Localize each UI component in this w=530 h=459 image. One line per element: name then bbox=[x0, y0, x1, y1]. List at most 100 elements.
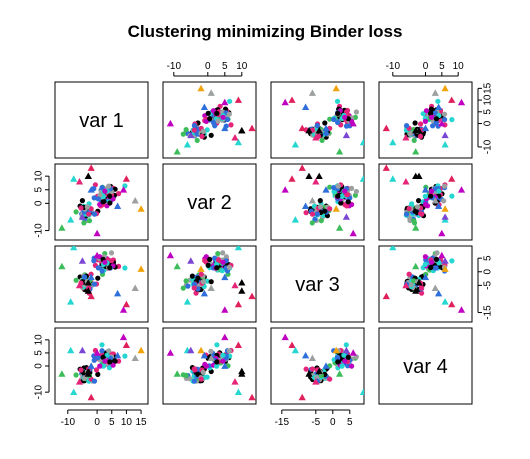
outlier-point bbox=[119, 186, 128, 193]
outlier-point bbox=[238, 279, 246, 286]
data-point bbox=[220, 114, 226, 120]
data-point bbox=[91, 378, 98, 384]
outlier-point bbox=[207, 89, 215, 96]
outlier-point bbox=[173, 148, 181, 155]
data-point bbox=[220, 259, 226, 265]
tick-label: 0 bbox=[34, 363, 45, 369]
outlier-point bbox=[402, 178, 410, 185]
data-point bbox=[226, 111, 232, 117]
data-point bbox=[81, 220, 87, 226]
outlier-point bbox=[231, 378, 239, 385]
outlier-point bbox=[84, 287, 92, 294]
outlier-point bbox=[75, 178, 84, 185]
data-point bbox=[312, 216, 318, 222]
tick-label: -10 bbox=[34, 384, 45, 399]
data-point bbox=[432, 110, 438, 116]
data-point bbox=[430, 123, 436, 129]
data-point bbox=[102, 259, 108, 265]
data-point bbox=[91, 357, 97, 363]
outlier-point bbox=[183, 141, 191, 148]
outlier-point bbox=[84, 172, 92, 179]
outlier-point bbox=[93, 251, 101, 259]
tick-label: 5 bbox=[347, 417, 353, 428]
data-point bbox=[112, 358, 118, 364]
outlier-point bbox=[70, 388, 78, 395]
outlier-point bbox=[322, 186, 330, 193]
data-point bbox=[349, 185, 355, 191]
data-point bbox=[335, 193, 341, 199]
outlier-point bbox=[137, 265, 145, 272]
outlier-point bbox=[435, 202, 443, 209]
outlier-point bbox=[234, 138, 242, 146]
panel-points-r4-c2 bbox=[166, 333, 256, 401]
data-point bbox=[345, 192, 351, 198]
outlier-point bbox=[435, 289, 443, 297]
data-point bbox=[339, 193, 345, 199]
outlier-point bbox=[197, 265, 205, 272]
outlier-point bbox=[441, 257, 449, 264]
data-point bbox=[335, 110, 341, 116]
outlier-point bbox=[291, 141, 299, 148]
panel-frame-r2-c4 bbox=[378, 163, 473, 241]
data-point bbox=[224, 116, 231, 123]
panel-frame-r1-c4 bbox=[378, 81, 473, 159]
data-point bbox=[309, 211, 316, 217]
outlier-point bbox=[87, 186, 95, 193]
data-point bbox=[200, 369, 206, 375]
data-point bbox=[423, 108, 430, 114]
outlier-point bbox=[70, 246, 78, 251]
outlier-point bbox=[221, 306, 229, 313]
outlier-point bbox=[131, 197, 139, 204]
data-point bbox=[95, 196, 101, 202]
data-point bbox=[408, 281, 414, 288]
data-point bbox=[433, 116, 439, 122]
data-point bbox=[180, 285, 186, 291]
data-point bbox=[220, 250, 226, 256]
tick-label: 0 bbox=[483, 269, 494, 275]
outlier-point bbox=[315, 172, 323, 179]
outlier-point bbox=[305, 370, 313, 377]
data-point bbox=[317, 204, 324, 210]
outlier-point bbox=[448, 96, 456, 103]
data-point bbox=[99, 185, 105, 191]
panel-points-r3-c4 bbox=[382, 246, 466, 313]
tick-label: 5 bbox=[34, 187, 45, 193]
panel-frame-r3-c3 bbox=[270, 245, 365, 323]
data-point bbox=[436, 188, 442, 194]
outlier-point bbox=[187, 131, 195, 139]
panel-frame-r4-c4 bbox=[378, 327, 473, 405]
outlier-point bbox=[288, 96, 296, 103]
data-point bbox=[107, 193, 113, 199]
panel-frame-r2-c2 bbox=[162, 163, 257, 241]
outlier-point bbox=[248, 292, 256, 300]
data-point bbox=[204, 127, 210, 133]
outlier-point bbox=[298, 393, 306, 401]
data-point bbox=[95, 265, 101, 271]
outlier-point bbox=[359, 388, 364, 395]
outlier-point bbox=[221, 362, 229, 369]
outlier-point bbox=[87, 292, 95, 300]
tick-label: 5 bbox=[439, 61, 445, 72]
data-point bbox=[84, 204, 90, 210]
tick-label: 0 bbox=[94, 417, 100, 428]
data-point bbox=[95, 275, 101, 281]
data-point bbox=[327, 206, 333, 212]
data-point bbox=[208, 279, 214, 285]
outlier-point bbox=[122, 300, 130, 308]
outlier-point bbox=[78, 257, 86, 264]
outlier-point bbox=[336, 224, 344, 231]
data-point bbox=[416, 198, 422, 204]
outlier-point bbox=[234, 388, 242, 395]
outlier-point bbox=[238, 287, 246, 294]
data-point bbox=[335, 183, 341, 189]
data-point bbox=[97, 363, 103, 369]
data-point bbox=[327, 116, 333, 122]
outlier-point bbox=[114, 289, 122, 297]
outlier-point bbox=[438, 229, 446, 237]
outlier-point bbox=[342, 131, 350, 139]
data-point bbox=[185, 283, 191, 289]
outlier-point bbox=[231, 134, 239, 141]
panel-points-r3-c2 bbox=[166, 246, 256, 313]
data-point bbox=[420, 111, 426, 117]
variable-label-4: var 4 bbox=[403, 356, 447, 378]
